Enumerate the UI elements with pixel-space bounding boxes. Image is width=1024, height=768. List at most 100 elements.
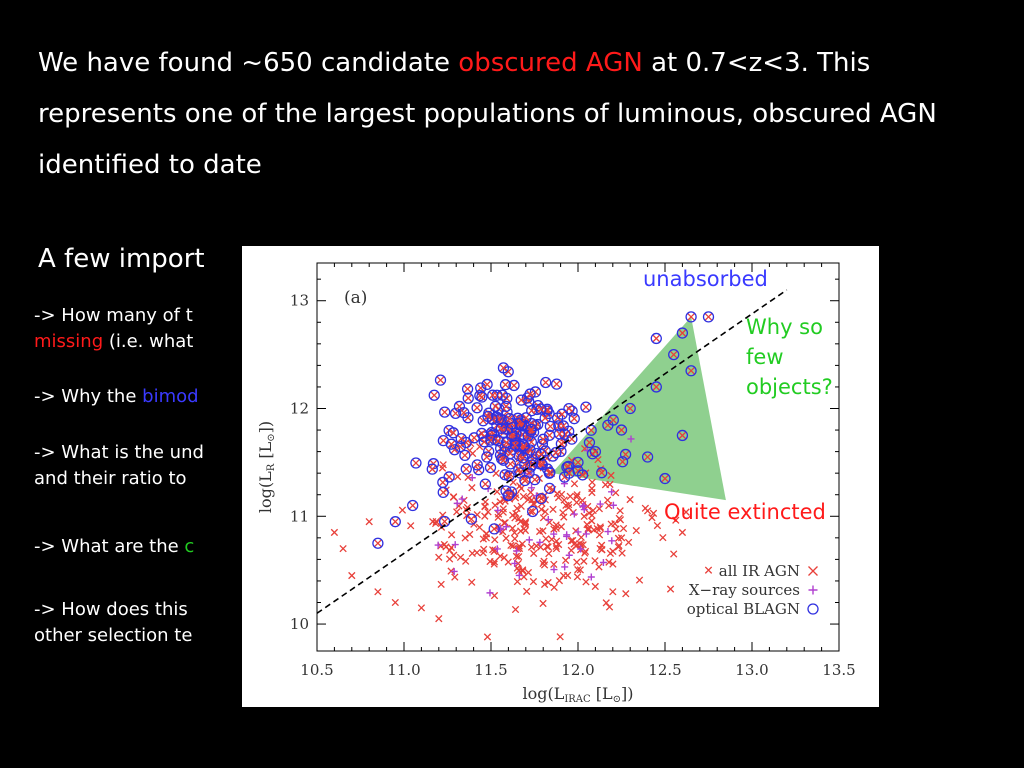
blagn-ir-cross [486,463,495,472]
blagn-ir-cross [506,449,514,458]
blagn-point [500,400,512,412]
ir-agn-point [612,525,620,533]
blagn-ir-cross [565,469,573,477]
ir-agn-point [550,583,558,592]
ir-agn-point [549,505,557,514]
blagn-ir-cross [565,404,573,413]
ir-agn-point [493,488,501,496]
blagn-point [529,386,542,398]
ir-agn-point [479,535,488,543]
blagn-ir-cross [505,472,513,480]
ir-agn-point [501,518,509,527]
ir-agn-point [544,543,552,551]
blagn-point [485,434,497,446]
question-3-line1: -> What is the und [34,442,204,463]
ir-agn-point [512,552,521,560]
x-tick-label: 12.0 [561,661,594,679]
xray-point [579,503,587,511]
ir-agn-point [462,557,470,565]
y-axis-label: log(LR [L⊙]) [256,421,277,513]
ir-agn-point [541,496,549,504]
xray-point [450,567,458,575]
ir-agn-point [572,498,581,507]
legend-marker [808,566,818,576]
blagn-ir-cross [511,441,519,449]
blagn-ir-cross [489,391,497,399]
blagn-point [459,449,471,462]
blagn-ir-cross [517,396,525,404]
blagn-ir-cross [609,416,617,424]
ir-agn-point [552,544,561,553]
xray-point [627,435,635,443]
blagn-ir-cross [626,404,634,413]
ir-agn-point [616,507,624,515]
xray-point [580,502,588,510]
ir-agn-point [672,516,680,524]
ir-agn-point [511,605,520,614]
ir-agn-point [670,550,678,558]
ir-agn-point [649,509,658,518]
blagn-point [410,457,422,469]
ir-agn-point [475,523,484,531]
blagn-ir-cross [499,456,508,464]
blagn-ir-cross [537,450,545,459]
xray-point [577,545,585,553]
blagn-point [650,381,662,393]
blagn-point [475,382,487,394]
ir-agn-point [515,552,523,561]
blagn-ir-cross [463,385,472,393]
ir-agn-point [559,509,567,517]
blagn-point [500,436,513,449]
xray-point [493,545,501,553]
ir-agn-point [445,555,454,563]
ir-agn-point [508,524,517,532]
blagn-ir-cross [528,407,536,415]
blagn-ir-cross [505,491,513,499]
blagn-point [596,467,608,479]
question-2-prefix: -> Why the [34,386,143,407]
ir-agn-point [486,557,494,566]
blagn-point [659,472,671,485]
question-2: -> Why the bimod [34,384,199,410]
ir-agn-point [561,556,570,564]
blagn-ir-cross [430,391,438,399]
x-axis-label: log(LIRAC [L⊙]) [522,684,633,705]
blagn-point [518,440,530,452]
ir-agn-point [529,500,538,508]
ir-agn-point [591,557,599,565]
blagn-ir-cross [558,410,566,418]
blagn-ir-cross [499,364,508,372]
blagn-point [540,376,552,389]
ir-agn-point [494,513,502,522]
blagn-ir-cross [542,378,550,387]
ir-agn-point [584,502,592,511]
y-label-sub: R [266,463,277,471]
blagn-ir-cross [462,465,470,473]
xray-point [453,499,461,507]
ir-agn-point [591,582,599,591]
x-tick-label: 13.5 [822,661,855,679]
blagn-ir-cross [520,442,528,450]
blagn-point [616,456,629,468]
blagn-point [641,451,654,463]
blagn-ir-cross [531,475,539,484]
blagn-ir-cross [456,442,464,451]
blagn-point [471,402,483,414]
blagn-point [555,445,567,458]
xray-point [544,516,552,524]
blagn-ir-cross [585,438,594,447]
ir-agn-point [509,542,517,550]
ir-agn-point [519,492,528,501]
blagn-point [462,392,474,404]
question-5: -> How does this other selection te [34,597,192,649]
question-4: -> What are the c [34,534,194,560]
ir-agn-point [648,514,656,522]
blagn-point [563,402,575,415]
ir-agn-point [437,580,445,589]
dividing-line [316,289,788,614]
blagn-ir-cross [439,478,447,487]
xray-point [525,536,533,544]
xray-point [604,528,612,536]
blagn-ir-cross [546,468,554,477]
ir-agn-point [601,481,610,489]
